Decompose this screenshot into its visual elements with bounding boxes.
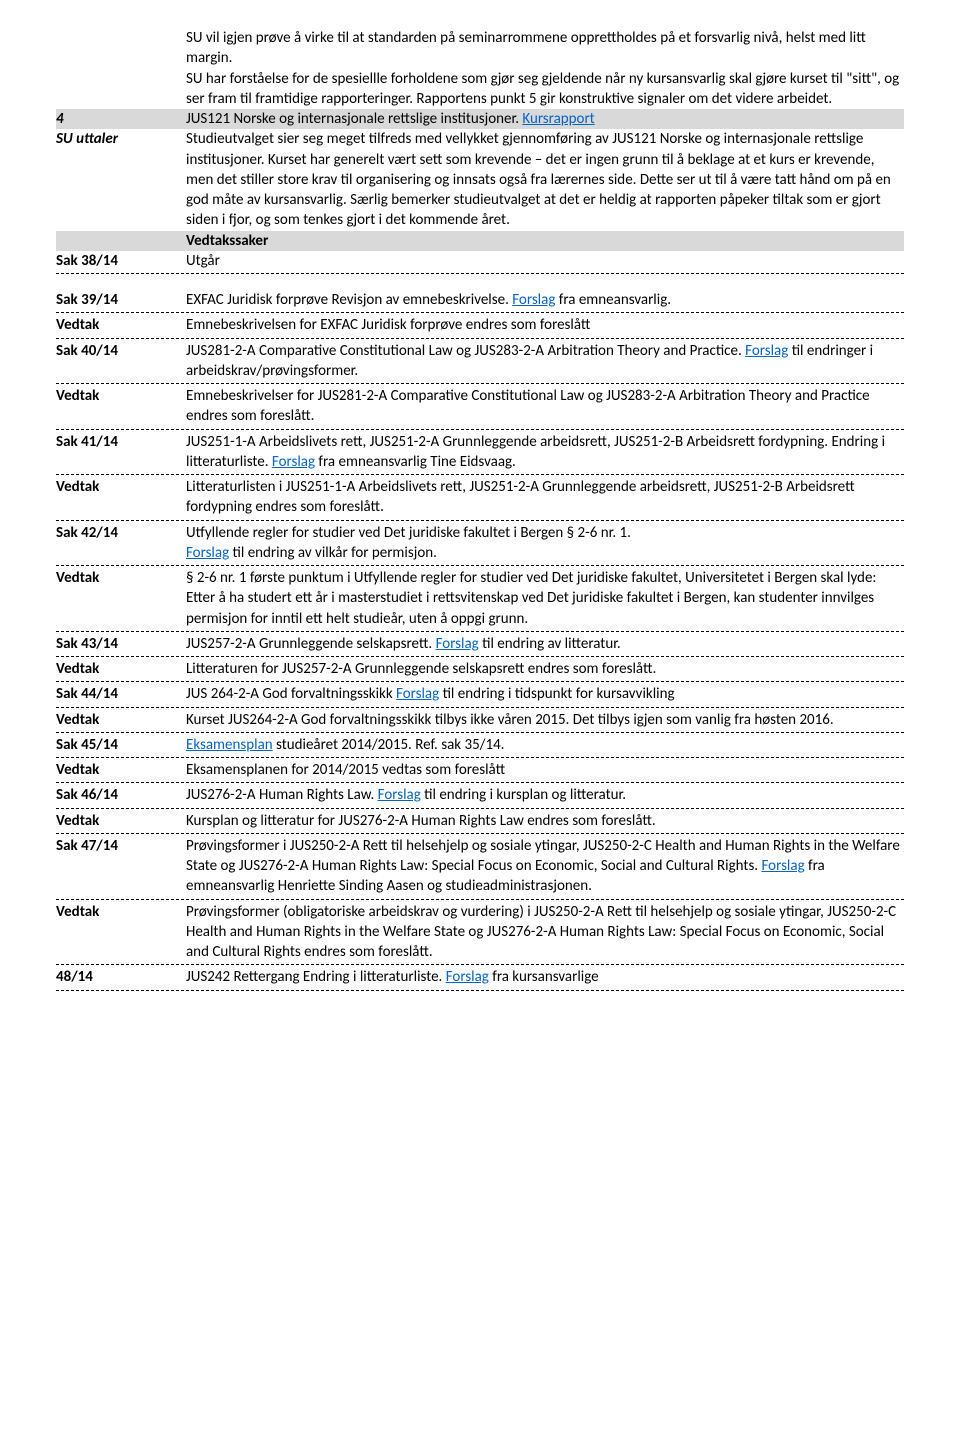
sak-43-id: Sak 43/14 [56,634,186,654]
sak-44-vedtak-row: Vedtak Kurset JUS264-2-A God forvaltning… [56,710,904,733]
sak-45-vedtak: Eksamensplanen for 2014/2015 vedtas som … [186,760,904,780]
sak-39-vedtak-label: Vedtak [56,315,186,335]
sak-40-vedtak: Emnebeskrivelser for JUS281-2-A Comparat… [186,386,904,427]
sak-40-t1: JUS281-2-A Comparative Constitutional La… [186,342,745,360]
sak-47-title-row: Sak 47/14 Prøvingsformer i JUS250-2-A Re… [56,836,904,900]
sak-38-body: Utgår [186,251,904,271]
sak-46-vedtak: Kursplan og litteratur for JUS276-2-A Hu… [186,811,904,831]
sak-43-vedtak-row: Vedtak Litteraturen for JUS257-2-A Grunn… [56,659,904,682]
sak-40-title-row: Sak 40/14 JUS281-2-A Comparative Constit… [56,341,904,385]
sak-46-t2: til endring i kursplan og litteratur. [421,786,626,804]
sak-44-vedtak-label: Vedtak [56,710,186,730]
sak-44-title-row: Sak 44/14 JUS 264-2-A God forvaltningssk… [56,684,904,707]
sak-41-forslag-link[interactable]: Forslag [272,453,315,471]
sak-38-id: Sak 38/14 [56,251,186,271]
sak-39-vedtak: Emnebeskrivelsen for EXFAC Juridisk forp… [186,315,904,335]
vedtakssaker-row: Vedtakssaker [56,231,904,251]
sak-44-t2: til endring i tidspunkt for kursavviklin… [439,685,674,703]
sak-40-id: Sak 40/14 [56,341,186,382]
sak-41-vedtak-label: Vedtak [56,477,186,518]
sak-43-t1: JUS257-2-A Grunnleggende selskapsrett. [186,635,436,653]
sak-46-vedtak-row: Vedtak Kursplan og litteratur for JUS276… [56,811,904,834]
sak-42-vedtak-label: Vedtak [56,568,186,629]
vedtakssaker-label: Vedtakssaker [186,231,904,251]
sak-45-id: Sak 45/14 [56,735,186,755]
sak-46-forslag-link[interactable]: Forslag [378,786,421,804]
sak-39-id: Sak 39/14 [56,290,186,310]
sak-39-vedtak-row: Vedtak Emnebeskrivelsen for EXFAC Juridi… [56,315,904,338]
item-4-body: Studieutvalget sier seg meget tilfreds m… [186,129,904,230]
sak-45-vedtak-label: Vedtak [56,760,186,780]
sak-48-forslag-link[interactable]: Forslag [446,968,489,986]
sak-39-forslag-link[interactable]: Forslag [512,291,555,309]
item-4-title-row: 4 JUS121 Norske og internasjonale rettsl… [56,109,904,129]
sak-46-vedtak-label: Vedtak [56,811,186,831]
sak-42-vedtak-row: Vedtak § 2-6 nr. 1 første punktum i Utfy… [56,568,904,632]
sak-45-eksamensplan-link[interactable]: Eksamensplan [186,736,273,754]
sak-41-vedtak: Litteraturlisten i JUS251-1-A Arbeidsliv… [186,477,904,518]
sak-44-forslag-link[interactable]: Forslag [396,685,439,703]
sak-40-forslag-link[interactable]: Forslag [745,342,788,360]
sak-47-vedtak-row: Vedtak Prøvingsformer (obligatoriske arb… [56,902,904,966]
sak-47-vedtak: Prøvingsformer (obligatoriske arbeidskra… [186,902,904,963]
sak-48-t2: fra kursansvarlige [489,968,599,986]
sak-48-t1: JUS242 Rettergang Endring i litteraturli… [186,968,446,986]
sak-41-t2: fra emneansvarlig Tine Eidsvaag. [315,453,516,471]
intro-row: SU vil igjen prøve å virke til at standa… [56,28,904,109]
sak-39-title-row: Sak 39/14 EXFAC Juridisk forprøve Revisj… [56,290,904,313]
sak-41-vedtak-row: Vedtak Litteraturlisten i JUS251-1-A Arb… [56,477,904,521]
sak-45-t2: studieåret 2014/2015. Ref. sak 35/14. [273,736,505,754]
sak-45-vedtak-row: Vedtak Eksamensplanen for 2014/2015 vedt… [56,760,904,783]
item-4-num: 4 [56,109,186,129]
sak-41-title-row: Sak 41/14 JUS251-1-A Arbeidslivets rett,… [56,432,904,476]
sak-43-vedtak-label: Vedtak [56,659,186,679]
page-container: SU vil igjen prøve å virke til at standa… [0,0,960,1033]
intro-p1: SU vil igjen prøve å virke til at standa… [186,28,904,69]
sak-43-forslag-link[interactable]: Forslag [436,635,479,653]
sak-43-title-row: Sak 43/14 JUS257-2-A Grunnleggende selsk… [56,634,904,657]
sak-38-row: Sak 38/14 Utgår [56,251,904,274]
sak-41-id: Sak 41/14 [56,432,186,473]
sak-46-t1: JUS276-2-A Human Rights Law. [186,786,378,804]
item-4-kursrapport-link[interactable]: Kursrapport [522,110,594,128]
sak-44-t1: JUS 264-2-A God forvaltningsskikk [186,685,396,703]
sak-44-vedtak: Kurset JUS264-2-A God forvaltningsskikk … [186,710,904,730]
intro-p2: SU har forståelse for de spesiellle forh… [186,69,904,110]
sak-47-vedtak-label: Vedtak [56,902,186,963]
sak-48-id: 48/14 [56,967,186,987]
sak-48-title-row: 48/14 JUS242 Rettergang Endring i litter… [56,967,904,990]
sak-46-id: Sak 46/14 [56,785,186,805]
su-uttaler-label: SU uttaler [56,129,186,230]
sak-39-t1: EXFAC Juridisk forprøve Revisjon av emne… [186,291,512,309]
sak-42-id: Sak 42/14 [56,523,186,564]
sak-42-vedtak: § 2-6 nr. 1 første punktum i Utfyllende … [186,568,904,629]
item-4-body-row: SU uttaler Studieutvalget sier seg meget… [56,129,904,230]
sak-43-t2: til endring av litteratur. [479,635,621,653]
item-4-title-pre: JUS121 Norske og internasjonale rettslig… [186,110,522,128]
sak-43-vedtak: Litteraturen for JUS257-2-A Grunnleggend… [186,659,904,679]
sak-42-t2: til endring av vilkår for permisjon. [229,544,437,562]
sak-40-vedtak-row: Vedtak Emnebeskrivelser for JUS281-2-A C… [56,386,904,430]
sak-39-t2: fra emneansvarlig. [555,291,671,309]
sak-42-title-row: Sak 42/14 Utfyllende regler for studier … [56,523,904,567]
sak-45-title-row: Sak 45/14 Eksamensplan studieåret 2014/2… [56,735,904,758]
sak-42-forslag-link[interactable]: Forslag [186,544,229,562]
sak-40-vedtak-label: Vedtak [56,386,186,427]
sak-44-id: Sak 44/14 [56,684,186,704]
sak-46-title-row: Sak 46/14 JUS276-2-A Human Rights Law. F… [56,785,904,808]
sak-47-id: Sak 47/14 [56,836,186,897]
sak-42-t1: Utfyllende regler for studier ved Det ju… [186,524,631,542]
sak-47-forslag-link[interactable]: Forslag [762,857,805,875]
